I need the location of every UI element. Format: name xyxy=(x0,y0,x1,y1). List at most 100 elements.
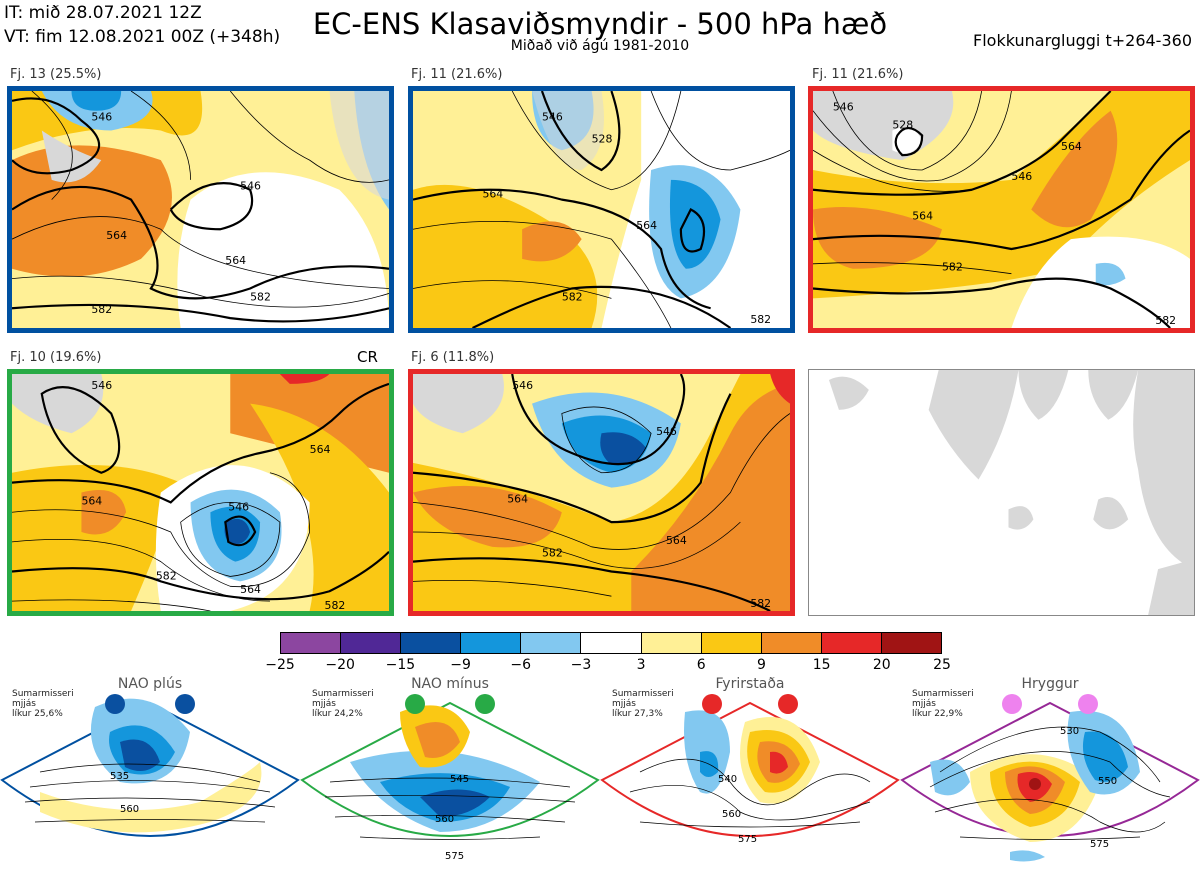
contour-label: 546 xyxy=(91,379,112,392)
colorbar-cell xyxy=(401,633,462,653)
panel-4-tag: CR xyxy=(357,348,378,366)
contour-label: 582 xyxy=(91,303,112,316)
panel-2-label: Fj. 11 (21.6%) xyxy=(411,67,503,82)
page-title: EC-ENS Klasaviðsmyndir - 500 hPa hæð xyxy=(312,7,888,41)
regime-info: Sumarmisseri mjjás líkur 27,3% xyxy=(612,689,674,719)
page-subtitle: Miðað við ágú 1981-2010 xyxy=(510,38,690,54)
contour-label: 564 xyxy=(225,254,246,267)
colorbar-tick-label: 15 xyxy=(812,657,831,673)
colorbar-tick-label: −25 xyxy=(265,657,295,673)
regime-title: NAO mínus xyxy=(411,676,489,692)
contour-label: 564 xyxy=(636,219,657,232)
colorbar-tick-label: −9 xyxy=(450,657,471,673)
regime-contour-label: 560 xyxy=(435,814,454,825)
regime-dot xyxy=(1078,694,1098,714)
contour-label: 582 xyxy=(156,569,177,582)
contour-label: 564 xyxy=(482,188,503,201)
panel-4-label: Fj. 10 (19.6%) xyxy=(10,350,102,365)
colorbar-cell xyxy=(581,633,642,653)
contour-label: 546 xyxy=(656,425,677,438)
regime-contour-label: 535 xyxy=(110,771,129,782)
colorbar-cell xyxy=(281,633,342,653)
colorbar-tick-label: −15 xyxy=(385,657,416,673)
regime-contour-label: 575 xyxy=(1090,839,1109,850)
contour-label: 582 xyxy=(562,290,583,303)
colorbar-cell xyxy=(821,633,882,653)
panel-3-label: Fj. 11 (21.6%) xyxy=(812,67,904,82)
regime-ridge: 530 550 575 Hryggur Sumarmisseri mjjás lík… xyxy=(900,672,1200,871)
contour-label: 564 xyxy=(912,209,933,222)
contour-label: 564 xyxy=(507,492,528,505)
regime-nao-minus: 545 560 575 NAO mínus Sumarmisseri mjjás l… xyxy=(300,672,600,871)
contour-label: 546 xyxy=(512,379,533,392)
contour-label: 564 xyxy=(81,494,102,507)
contour-label: 582 xyxy=(750,313,771,326)
regime-dot xyxy=(475,694,495,714)
regime-dot xyxy=(105,694,125,714)
base-map xyxy=(808,369,1195,616)
regime-title: Hryggur xyxy=(1021,676,1079,692)
cluster-map-3: 546 528 546 564 564 582 582 xyxy=(808,86,1195,333)
init-time: IT: mið 28.07.2021 12Z xyxy=(4,3,202,23)
regime-nao-plus: 535 560 NAO plús Sumarmisseri mjjás líkur … xyxy=(0,672,300,871)
contour-label: 528 xyxy=(892,119,913,132)
colorbar-tick-label: 20 xyxy=(872,657,891,673)
regime-title: NAO plús xyxy=(117,676,183,692)
regime-contour-label: 560 xyxy=(120,804,139,815)
regime-contour-label: 540 xyxy=(718,774,737,785)
contour-label: 546 xyxy=(240,180,261,193)
colorbar-tick-label: 25 xyxy=(933,657,951,673)
contour-label: 564 xyxy=(1061,140,1082,153)
colorbar-cell xyxy=(761,633,822,653)
regime-info: Sumarmisseri mjjás líkur 22,9% xyxy=(912,689,974,719)
regime-contour-label: 530 xyxy=(1060,726,1079,737)
regime-contour-label: 550 xyxy=(1098,776,1117,787)
contour-label: 546 xyxy=(1011,170,1032,183)
regime-dot xyxy=(1002,694,1022,714)
contour-label: 582 xyxy=(250,290,271,303)
cluster-map-1: 546 546 564 564 582 582 xyxy=(7,86,394,333)
colorbar-tick-label: −3 xyxy=(570,657,592,673)
colorbar-tick-label: 9 xyxy=(756,657,766,673)
regime-info: Sumarmisseri mjjás líkur 24,2% xyxy=(312,689,374,719)
colorbar-cell xyxy=(461,633,522,653)
contour-label: 546 xyxy=(228,500,249,513)
colorbar-cell xyxy=(521,633,582,653)
colorbar-cell xyxy=(881,633,942,653)
colorbar-cell xyxy=(701,633,762,653)
regime-contour-label: 545 xyxy=(450,774,469,785)
regime-dot xyxy=(175,694,195,714)
regime-dot xyxy=(405,694,425,714)
regime-info: Sumarmisseri mjjás líkur 25,6% xyxy=(12,689,74,719)
contour-label: 582 xyxy=(325,599,346,611)
valid-time: VT: fim 12.08.2021 00Z (+348h) xyxy=(4,27,281,47)
cluster-map-5: 546 546 564 564 582 582 xyxy=(408,369,795,616)
regime-contour-label: 560 xyxy=(722,809,741,820)
contour-label: 564 xyxy=(240,583,261,596)
contour-label: 546 xyxy=(91,111,112,124)
contour-label: 546 xyxy=(833,101,854,114)
contour-label: 582 xyxy=(942,261,963,274)
contour-label: 528 xyxy=(592,132,613,145)
cluster-map-2: 546 528 564 564 582 582 xyxy=(408,86,795,333)
classification-window: Flokkunargluggi t+264-360 xyxy=(973,31,1192,50)
colorbar-tick-label: −20 xyxy=(325,657,355,673)
contour-label: 564 xyxy=(106,229,127,242)
contour-label: 582 xyxy=(750,597,771,610)
panel-5-label: Fj. 6 (11.8%) xyxy=(411,350,495,365)
contour-label: 564 xyxy=(666,534,687,547)
panel-1-label: Fj. 13 (25.5%) xyxy=(10,67,102,82)
regime-dot xyxy=(778,694,798,714)
cluster-map-4: 546 564 564 546 564 582 582 xyxy=(7,369,394,616)
regime-title: Fyrirstaða xyxy=(715,676,785,692)
regime-dot xyxy=(702,694,722,714)
colorbar-tick-label: 3 xyxy=(636,657,646,673)
contour-label: 564 xyxy=(310,443,331,456)
contour-label: 546 xyxy=(542,111,563,124)
contour-label: 582 xyxy=(542,547,563,560)
regime-blocking: 540 560 575 Fyrirstaða Sumarmisseri mjjás… xyxy=(600,672,900,871)
colorbar-cell xyxy=(641,633,702,653)
contour-label: 582 xyxy=(1155,314,1176,327)
colorbar-tick-label: −6 xyxy=(510,657,532,673)
regime-contour-label: 575 xyxy=(738,834,757,845)
